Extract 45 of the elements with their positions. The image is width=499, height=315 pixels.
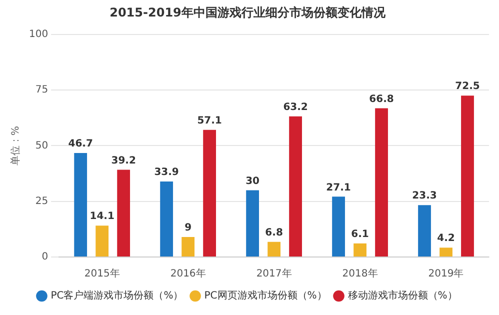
data-label: 30 — [246, 176, 260, 187]
bar — [354, 243, 366, 256]
data-label: 27.1 — [326, 182, 351, 194]
data-label: 72.5 — [455, 81, 480, 92]
data-label: 46.7 — [68, 138, 93, 150]
bar — [268, 242, 280, 256]
y-tick-label: 25 — [35, 196, 48, 207]
bar — [440, 248, 452, 256]
data-label: 33.9 — [154, 167, 179, 178]
x-tick-label: 2018年 — [342, 268, 378, 280]
legend-label: 移动游戏市场份额（%） — [348, 290, 458, 302]
data-label: 6.8 — [265, 227, 283, 238]
y-tick-label: 50 — [35, 140, 48, 152]
data-label: 57.1 — [197, 115, 222, 126]
data-label: 14.1 — [90, 211, 114, 222]
x-tick-label: 2017年 — [256, 268, 292, 280]
bar — [289, 116, 302, 256]
bar — [74, 153, 88, 256]
bar — [461, 96, 474, 256]
data-label: 63.2 — [283, 102, 308, 113]
y-tick-label: 100 — [28, 28, 48, 40]
bar — [418, 205, 431, 256]
data-label: 9 — [184, 222, 192, 234]
bar — [246, 190, 259, 256]
bar — [182, 236, 195, 256]
y-tick-label: 0 — [42, 252, 48, 263]
legend-label: PC网页游戏市场份额（%） — [204, 290, 327, 302]
bar — [160, 182, 174, 256]
data-label: 4.2 — [437, 233, 455, 244]
bar — [332, 196, 345, 256]
data-label: 39.2 — [111, 155, 136, 166]
y-axis-title: 单位：% — [10, 126, 22, 166]
bar — [375, 108, 388, 256]
x-tick-label: 2016年 — [170, 268, 206, 280]
y-tick-label: 75 — [35, 84, 48, 96]
x-tick-label: 2019年 — [428, 268, 464, 280]
data-label: 66.8 — [369, 94, 394, 105]
legend-label: PC客户端游戏市场份额（%） — [50, 290, 184, 302]
data-label: 6.1 — [351, 229, 369, 240]
chart-title: 2015-2019年中国游戏行业细分市场份额变化情况 — [110, 5, 386, 20]
x-tick-label: 2015年 — [84, 268, 120, 280]
bar — [117, 170, 130, 256]
bar — [203, 130, 216, 256]
bar — [96, 226, 109, 256]
data-label: 23.3 — [412, 190, 437, 202]
